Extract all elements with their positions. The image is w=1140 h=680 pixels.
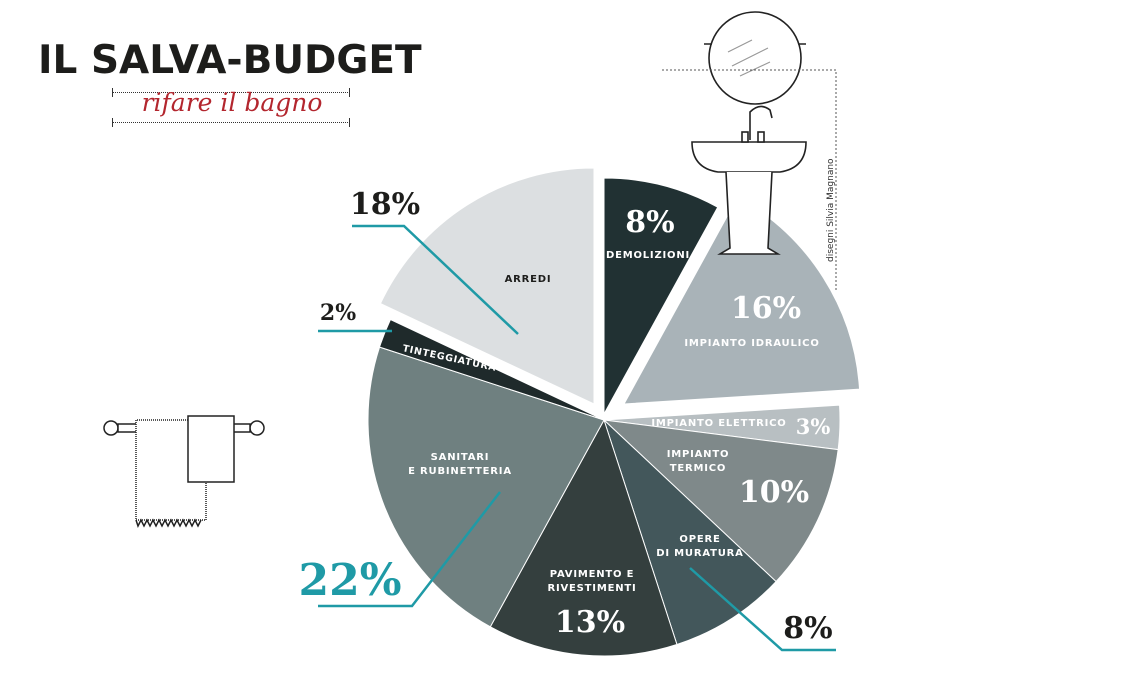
category-label-pavimento-line1: PAVIMENTO E xyxy=(550,569,635,580)
value-label-demolizioni: 8% xyxy=(625,205,674,240)
dotted-connector xyxy=(662,69,837,292)
page-subtitle: rifare il bagno xyxy=(141,88,323,117)
category-label-demolizioni: DEMOLIZIONI xyxy=(606,250,690,261)
pie-labels: 8% DEMOLIZIONI 16% IMPIANTO IDRAULICO IMPIAN… xyxy=(298,187,836,652)
value-label-opere-di-muratura: 8% xyxy=(783,611,832,646)
category-label-sanitari-line1: SANITARI xyxy=(431,452,490,463)
value-label-arredi: 18% xyxy=(350,187,420,222)
subtitle-top-rule xyxy=(112,88,350,97)
pie-slice-arredi xyxy=(379,167,595,405)
category-label-sanitari-line2: E RUBINETTERIA xyxy=(408,466,512,477)
mirror-illustration xyxy=(704,11,806,105)
category-label-impianto-termico-line1: IMPIANTO xyxy=(667,449,730,460)
value-label-impianto-elettrico: 3% xyxy=(796,414,831,439)
category-label-impianto-termico-line2: TERMICO xyxy=(670,463,726,474)
category-label-impianto-elettrico: IMPIANTO ELETTRICO xyxy=(651,418,786,429)
category-label-impianto-idraulico: IMPIANTO IDRAULICO xyxy=(684,338,819,349)
leader-line-opere-di-muratura xyxy=(689,567,836,652)
value-label-pavimento: 13% xyxy=(555,605,625,640)
value-label-tinteggiatura: 2% xyxy=(320,300,356,326)
subtitle-bottom-rule xyxy=(112,118,350,127)
sink-illustration xyxy=(691,105,807,255)
towel-illustration xyxy=(103,415,265,528)
category-label-opere-line1: OPERE xyxy=(679,534,720,545)
pie-slice-demolizioni xyxy=(603,177,719,415)
pie-slice-sanitari-e-rubinetteria xyxy=(367,346,605,628)
pie-slice-opere-di-muratura xyxy=(603,419,777,646)
pie-slices xyxy=(367,167,861,657)
value-label-impianto-termico: 10% xyxy=(739,475,809,510)
leader-line-sanitari xyxy=(318,491,501,608)
category-label-pavimento-line2: RIVESTIMENTI xyxy=(547,583,636,594)
pie-slice-tinteggiatura xyxy=(378,318,605,421)
pie-slice-impianto-termico xyxy=(602,419,839,583)
category-label-arredi: ARREDI xyxy=(505,274,552,285)
value-label-sanitari: 22% xyxy=(298,555,401,606)
category-label-opere-line2: DI MURATURA xyxy=(656,548,743,559)
pie-slice-pavimento-e-rivestimenti xyxy=(489,418,678,657)
leader-line-arredi xyxy=(352,224,519,335)
page-title: IL SALVA-BUDGET xyxy=(38,38,422,83)
value-label-impianto-idraulico: 16% xyxy=(731,291,801,326)
illustration-credit: disegni Silvia Magnano xyxy=(826,158,836,262)
